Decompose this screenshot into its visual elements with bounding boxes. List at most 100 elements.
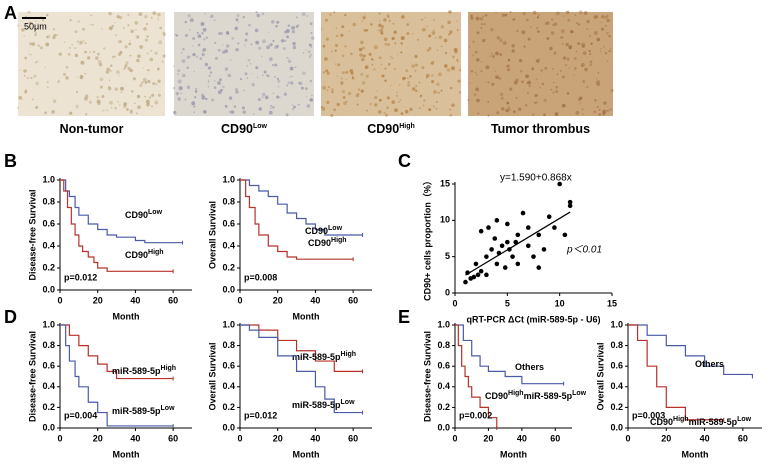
cell [400,42,404,45]
cell [577,23,580,26]
y-tick-label: 0.8 [42,340,55,350]
cell [407,83,411,87]
cell [177,69,181,73]
cell [379,20,381,22]
cell [196,31,199,34]
cell [111,24,115,28]
cell [334,43,339,48]
text-part: miR-589-5p [524,391,573,401]
cell [541,82,545,86]
series-label: CD90HighmiR-589-5pLow [650,416,752,428]
cell [125,61,129,65]
cell [82,27,86,31]
cell [361,81,366,85]
point [541,247,547,252]
cell [322,71,326,74]
cell [258,46,262,50]
cell [444,52,448,55]
cell [516,29,519,32]
cell [336,102,340,107]
cell [44,111,48,115]
cell [504,13,508,17]
cell [334,49,338,52]
cell [53,33,57,37]
y-tick-label: 0.6 [42,218,55,228]
point [499,243,505,249]
cell [135,35,140,39]
cell [377,110,382,114]
cell [566,92,570,95]
y-tick-label: 0.8 [610,340,623,350]
cell [155,83,157,85]
y-tick-label: 1.0 [42,319,55,329]
cell [109,100,113,105]
cell [84,96,88,101]
cell [280,39,285,43]
cell [424,16,426,19]
cell [210,14,214,19]
cell [52,35,56,40]
text-part: CD90 [367,122,399,136]
p-value: p＜0.01 [566,245,602,256]
cell [575,110,580,115]
cell [114,21,116,24]
cell [205,97,208,101]
survival-curve [240,179,354,260]
cell [282,47,286,51]
cell [602,112,606,116]
cell [134,102,136,105]
cell [606,14,609,17]
cell [583,11,588,15]
cell [130,29,134,34]
y-axis-label: Overall Survival [595,342,605,410]
cell [550,88,553,91]
cell [373,68,376,71]
cell [262,74,264,76]
cell [491,82,495,86]
x-tick-label: 0 [625,433,630,443]
cell [449,86,453,90]
cell [268,32,270,34]
cell [536,26,539,30]
cell [194,90,198,93]
cell [526,18,529,22]
cell [276,77,280,80]
cell [126,108,129,111]
cell [142,67,144,69]
cell [159,26,163,30]
cell [487,100,490,103]
point [536,265,542,270]
cell [381,24,385,28]
cell [99,77,104,82]
y-tick-label: 0.6 [42,361,55,371]
cell [235,87,239,91]
x-tick-label: 0 [452,433,457,443]
cell [96,95,99,99]
series-label: CD90Low [125,209,163,221]
cell [393,30,397,34]
cell [549,48,552,51]
cell [565,10,570,15]
cell [330,113,334,118]
cell [421,66,425,70]
cell [182,48,185,51]
cell [567,18,571,22]
survival-curve [240,324,363,414]
cell [468,82,471,84]
cell [350,71,354,75]
cell [356,103,359,106]
cell [129,54,132,57]
y-tick-label: 0.0 [42,284,55,294]
cell [423,99,426,102]
cell [584,67,588,72]
cell [608,34,611,38]
cell [120,86,125,91]
cell [609,108,612,111]
cell [577,42,580,45]
cell [219,78,222,82]
cell [348,30,351,32]
point [486,225,491,230]
cell [544,22,548,25]
x-tick-label: 15 [607,298,617,308]
cell [397,100,400,103]
